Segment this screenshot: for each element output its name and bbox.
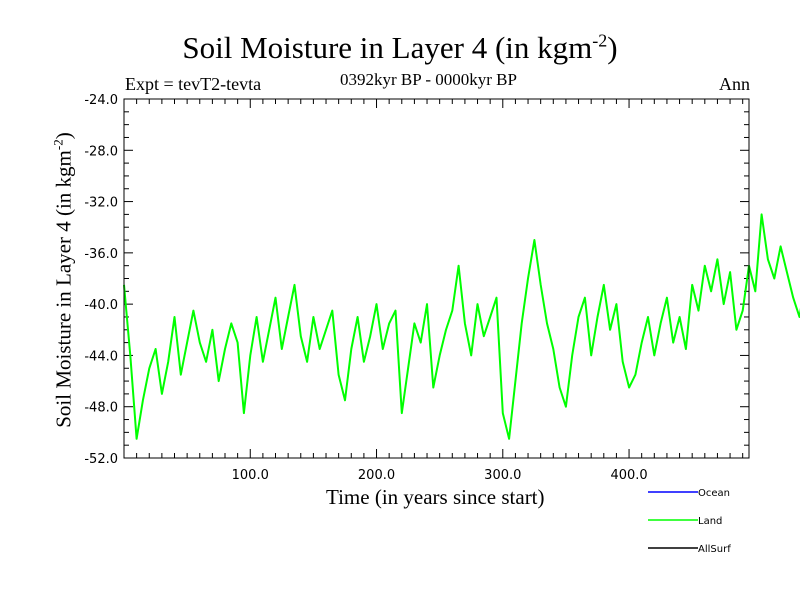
plot-frame bbox=[123, 98, 750, 459]
chart-title: Soil Moisture in Layer 4 (in kgm-2) bbox=[0, 30, 800, 66]
period-label: 0392kyr BP - 0000kyr BP bbox=[340, 70, 517, 89]
chart-title-superscript: -2 bbox=[592, 30, 608, 51]
legend-label-ocean: Ocean bbox=[698, 488, 730, 499]
series-group bbox=[123, 213, 800, 440]
y-tick-label: -40.0 bbox=[84, 298, 118, 313]
x-tick-label: 300.0 bbox=[484, 468, 521, 483]
y-tick-label: -52.0 bbox=[84, 452, 118, 467]
legend: Ocean Land AllSurf bbox=[648, 488, 731, 555]
x-axis-label: Time (in years since start) bbox=[326, 485, 545, 509]
y-tick-label: -44.0 bbox=[84, 349, 118, 364]
legend-label-allsurf: AllSurf bbox=[698, 544, 731, 555]
chart-title-close: ) bbox=[607, 30, 618, 65]
legend-label-land: Land bbox=[698, 516, 722, 527]
y-tick-label: -28.0 bbox=[84, 144, 118, 159]
x-tick-label: 400.0 bbox=[610, 468, 647, 483]
y-tick-label: -32.0 bbox=[84, 196, 118, 211]
chart-title-text: Soil Moisture in Layer 4 (in kgm bbox=[182, 30, 593, 65]
season-label: Ann bbox=[719, 74, 750, 94]
y-tick-label: -24.0 bbox=[84, 93, 118, 108]
x-tick-labels: 100.0 200.0 300.0 400.0 bbox=[232, 468, 648, 483]
x-tick-label: 100.0 bbox=[232, 468, 269, 483]
series-line-land bbox=[123, 213, 800, 440]
y-tick-label: -48.0 bbox=[84, 401, 118, 416]
y-tick-labels: -52.0 -48.0 -44.0 -40.0 -36.0 -32.0 -28.0 -24.0 bbox=[84, 93, 118, 467]
experiment-label: Expt = tevT2-tevta bbox=[125, 74, 262, 94]
axis-ticks bbox=[124, 98, 749, 459]
x-tick-label: 200.0 bbox=[358, 468, 395, 483]
y-tick-label: -36.0 bbox=[84, 247, 118, 262]
